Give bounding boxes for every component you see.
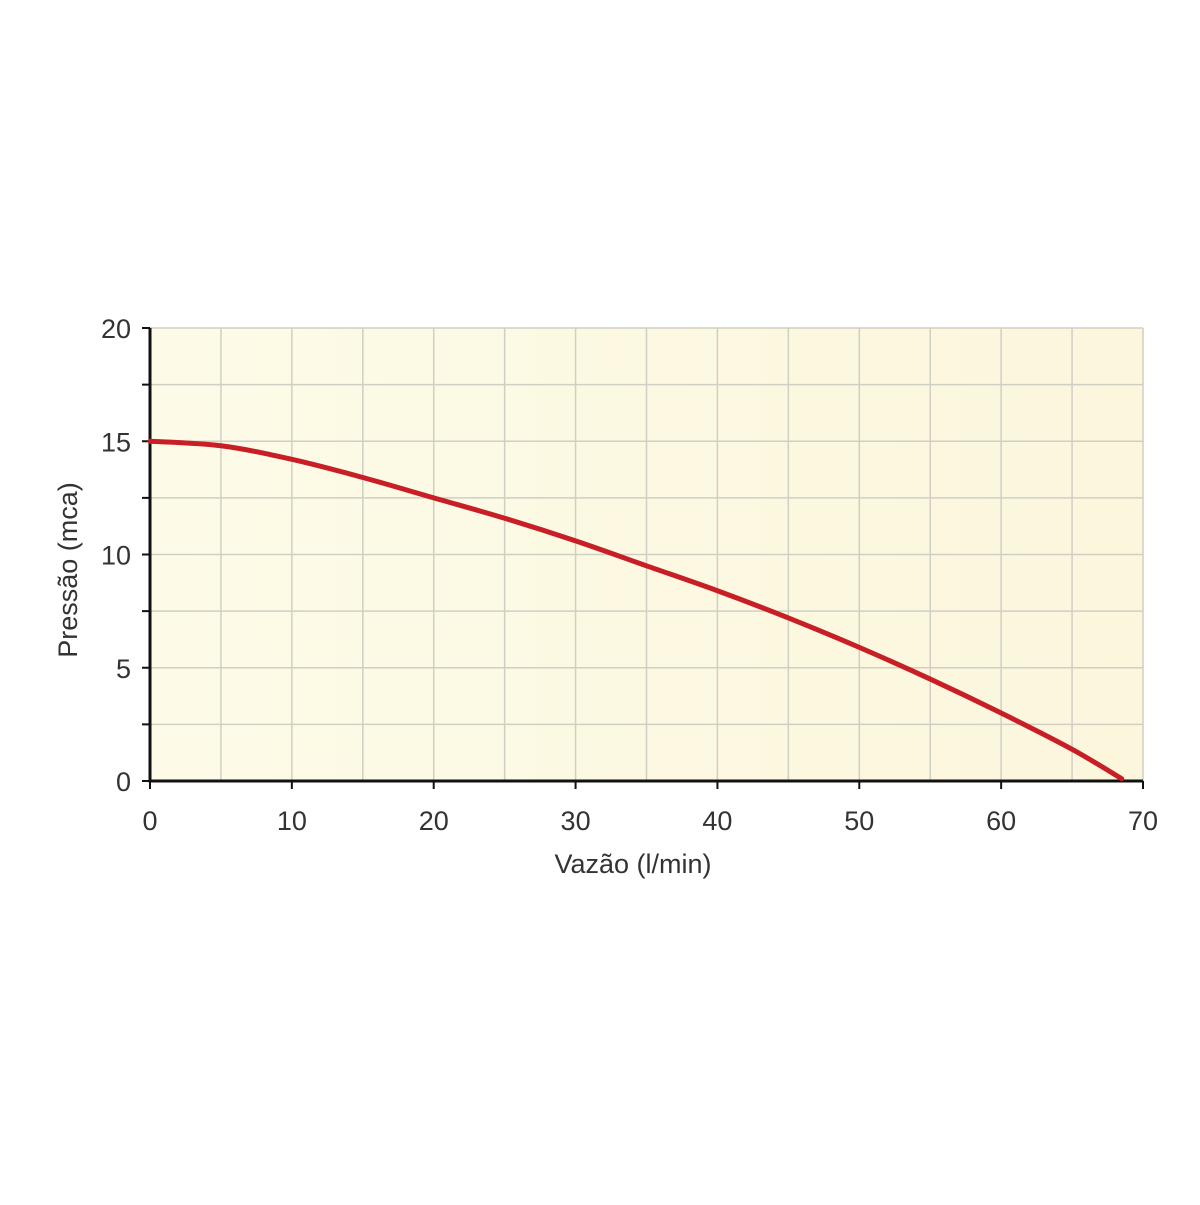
y-tick-label: 5 [116, 654, 131, 684]
series [147, 438, 1125, 782]
x-tick-label: 20 [419, 806, 449, 836]
axes [142, 327, 1144, 789]
grid [150, 327, 1144, 781]
x-tick-label: 40 [702, 806, 732, 836]
y-tick-label: 20 [101, 314, 131, 344]
y-tick-label: 0 [116, 767, 131, 797]
tick-labels: 0 10 20 30 40 50 60 70 0 5 10 15 20 [101, 314, 1158, 836]
x-tick-label: 30 [561, 806, 591, 836]
x-tick-label: 0 [142, 806, 157, 836]
x-tick-label: 10 [277, 806, 307, 836]
x-tick-label: 60 [986, 806, 1016, 836]
x-axis-title: Vazão (l/min) [554, 849, 711, 879]
series-line-0 [147, 438, 1125, 782]
x-tick-label: 70 [1128, 806, 1158, 836]
x-tick-label: 50 [844, 806, 874, 836]
y-axis-title: Pressão (mca) [53, 482, 83, 658]
y-tick-label: 15 [101, 427, 131, 457]
y-tick-label: 10 [101, 541, 131, 571]
